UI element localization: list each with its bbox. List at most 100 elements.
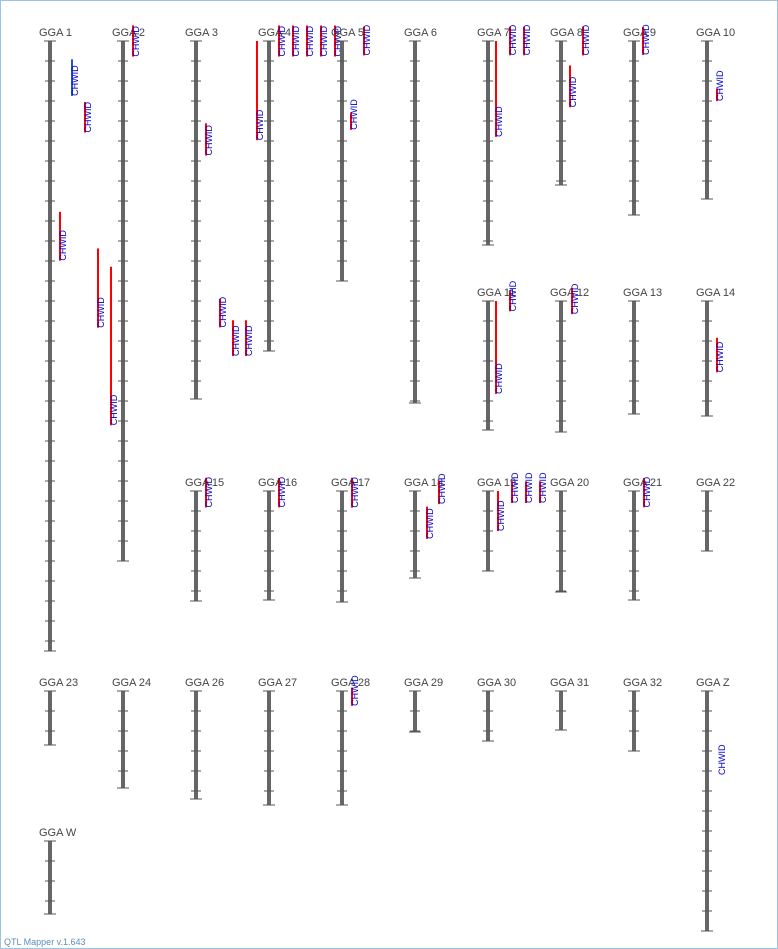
- qtl-label: CHWID: [244, 325, 254, 356]
- chromosome-label: GGA 31: [550, 677, 589, 689]
- qtl-label: CHWID: [570, 283, 580, 314]
- chromosome-gga-20: GGA 20: [550, 477, 589, 593]
- qtl-label: CHWID: [362, 24, 372, 55]
- chromosome-gga-24: GGA 24: [112, 677, 151, 789]
- qtl-label: CHWID: [642, 476, 652, 507]
- qtl-label: CHWID: [255, 109, 265, 140]
- chromosome-gga-13: GGA 13: [623, 287, 662, 415]
- chromosome-label: GGA 27: [258, 677, 297, 689]
- qtl-label: CHWID: [96, 297, 106, 328]
- qtl-label: CHWID: [568, 76, 578, 107]
- qtl-label: CHWID: [204, 125, 214, 156]
- qtl-label: CHWID: [538, 472, 548, 503]
- qtl-label: CHWID: [218, 296, 228, 327]
- qtl-label: CHWID: [305, 26, 315, 57]
- chromosome-gga-27: GGA 27: [258, 677, 297, 806]
- chromosome-label: GGA 13: [623, 287, 662, 299]
- chromosome-label: GGA 16: [258, 477, 297, 489]
- chromosome-label: GGA 32: [623, 677, 662, 689]
- qtl-label: CHWID: [524, 472, 534, 503]
- chromosome-label: GGA 9: [623, 27, 656, 39]
- chromosome-label: GGA 1: [39, 27, 72, 39]
- chromosome-gga-29: GGA 29: [404, 677, 443, 733]
- qtl-label: CHWID: [58, 230, 68, 261]
- chromosome-label: GGA 26: [185, 677, 224, 689]
- chromosome-label: GGA 10: [696, 27, 735, 39]
- chromosome-label: GGA 2: [112, 27, 145, 39]
- chromosome-label: GGA 4: [258, 27, 291, 39]
- chromosome-gga-26: GGA 26: [185, 677, 224, 800]
- chromosome-gga-14: GGA 14 CHWID: [696, 287, 735, 417]
- chromosome-gga-32: GGA 32: [623, 677, 662, 752]
- qtl-label: CHWID: [204, 477, 214, 508]
- chromosome-gga-10: GGA 10 CHWID: [696, 27, 735, 200]
- qtl-label: CHWID: [231, 325, 241, 356]
- chromosome-label: GGA 7: [477, 27, 510, 39]
- chromosome-label: GGA 6: [404, 27, 437, 39]
- chromosome-label: GGA 24: [112, 677, 151, 689]
- chromosome-label: GGA 17: [331, 477, 370, 489]
- chromosome-label: GGA 11: [477, 287, 515, 299]
- chromosome-gga-31: GGA 31: [550, 677, 589, 731]
- qtl-label: CHWID: [508, 280, 518, 311]
- chromosome-label: GGA 21: [623, 477, 662, 489]
- qtl-label: CHWID: [291, 26, 301, 57]
- chromosome-gga-2: GGA 2 CHWID: [112, 25, 145, 562]
- chromosome-label: GGA 5: [331, 27, 364, 39]
- qtl-label: CHWID: [109, 394, 119, 425]
- chromosome-label: GGA 12: [550, 287, 589, 299]
- chromosome-label: GGA 14: [696, 287, 735, 299]
- qtl-label: CHWID: [508, 24, 518, 55]
- chromosome-gga-30: GGA 30: [477, 677, 516, 742]
- chromosome-gga-6: GGA 6: [404, 27, 437, 404]
- qtl-label: CHWID: [349, 99, 359, 130]
- chromosome-gga-z: GGA Z CHWID: [696, 677, 730, 932]
- chromosome-label: GGA 28: [331, 677, 370, 689]
- qtl-label: CHWID: [494, 363, 504, 394]
- chromosome-label: GGA 30: [477, 677, 516, 689]
- qtl-label: CHWID: [425, 508, 435, 539]
- chromosome-label: GGA 8: [550, 27, 583, 39]
- chromosome-label: GGA 19: [477, 477, 516, 489]
- qtl-label: CHWID: [715, 70, 725, 101]
- qtl-label: CHWID: [581, 24, 591, 55]
- qtl-label: CHWID: [350, 675, 360, 706]
- qtl-label: CHWID: [70, 65, 80, 96]
- chromosome-label: GGA W: [39, 827, 77, 839]
- qtl-label: CHWID: [522, 24, 532, 55]
- chromosome-label: GGA 3: [185, 27, 218, 39]
- qtl-label: CHWID: [496, 500, 506, 531]
- qtl-label: CHWID: [494, 106, 504, 137]
- chromosome-label: GGA 29: [404, 677, 443, 689]
- qtl-label: CHWID: [319, 26, 329, 57]
- qtl-label: CHWID: [510, 472, 520, 503]
- qtl-label: CHWID: [641, 24, 651, 55]
- chromosome-label: GGA 23: [39, 677, 78, 689]
- qtl-label: CHWID: [717, 744, 727, 775]
- version-label: QTL Mapper v.1.643: [4, 937, 86, 947]
- qtl-label: CHWID: [83, 102, 93, 133]
- chromosome-label: GGA Z: [696, 677, 730, 689]
- chromosome-label: GGA 20: [550, 477, 589, 489]
- chromosome-gga-w: GGA W: [39, 827, 77, 915]
- qtl-label: CHWID: [350, 477, 360, 508]
- chromosome-label: GGA 15: [185, 477, 224, 489]
- chromosome-label: GGA 18: [404, 477, 443, 489]
